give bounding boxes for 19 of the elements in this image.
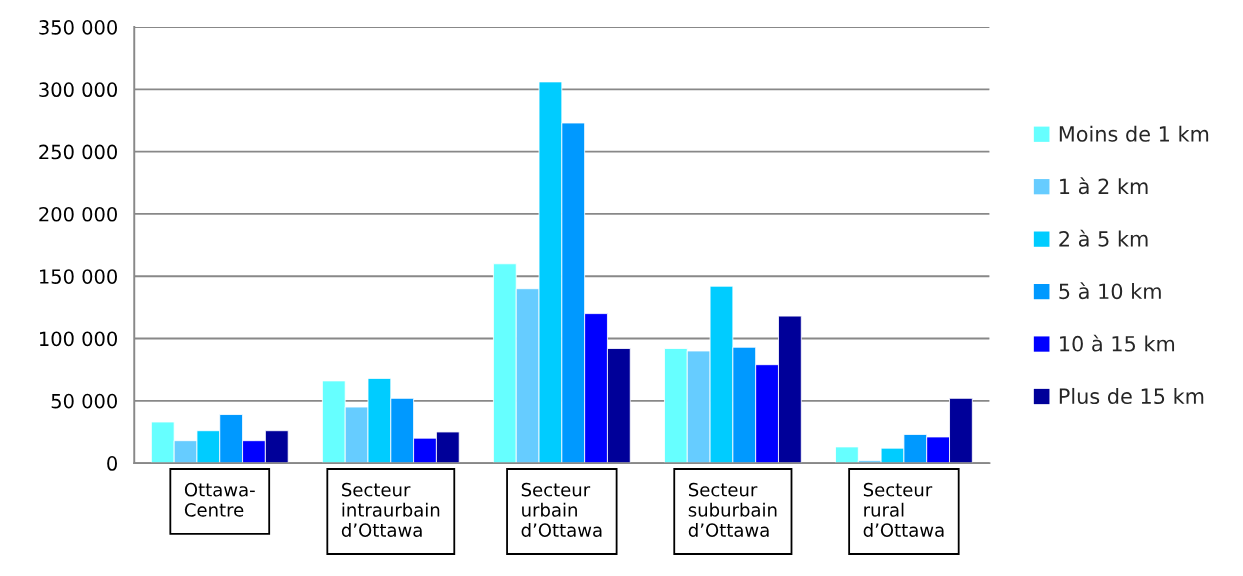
x-tick-label: Ottawa- Centre	[184, 482, 255, 517]
y-tick-label: 0	[107, 456, 117, 471]
x-tick-label: Secteur rural d’Ottawa	[863, 482, 944, 537]
legend-label: Moins de 1 km	[1059, 125, 1209, 142]
y-tick-label: 300 000	[39, 82, 117, 98]
y-tick-label: 200 000	[39, 206, 117, 222]
legend-label: 1 à 2 km	[1060, 177, 1148, 195]
x-tick-label: Secteur urbain d’Ottawa	[521, 482, 602, 537]
legend-label: 5 à 10 km	[1059, 282, 1161, 300]
legend-label: Plus de 15 km	[1059, 387, 1204, 405]
y-tick-label: 250 000	[39, 144, 117, 160]
x-tick-label: Secteur intraurbain d’Ottawa	[341, 482, 440, 537]
legend-label: 10 à 15 km	[1060, 334, 1175, 352]
legend-label: 2 à 5 km	[1059, 229, 1148, 247]
y-tick-label: 100 000	[40, 331, 117, 347]
x-tick-label: Secteur suburbain d’Ottawa	[688, 482, 777, 537]
y-tick-label: 50 000	[51, 393, 117, 409]
y-tick-label: 350 000	[39, 20, 117, 35]
y-tick-label: 150 000	[40, 269, 117, 284]
